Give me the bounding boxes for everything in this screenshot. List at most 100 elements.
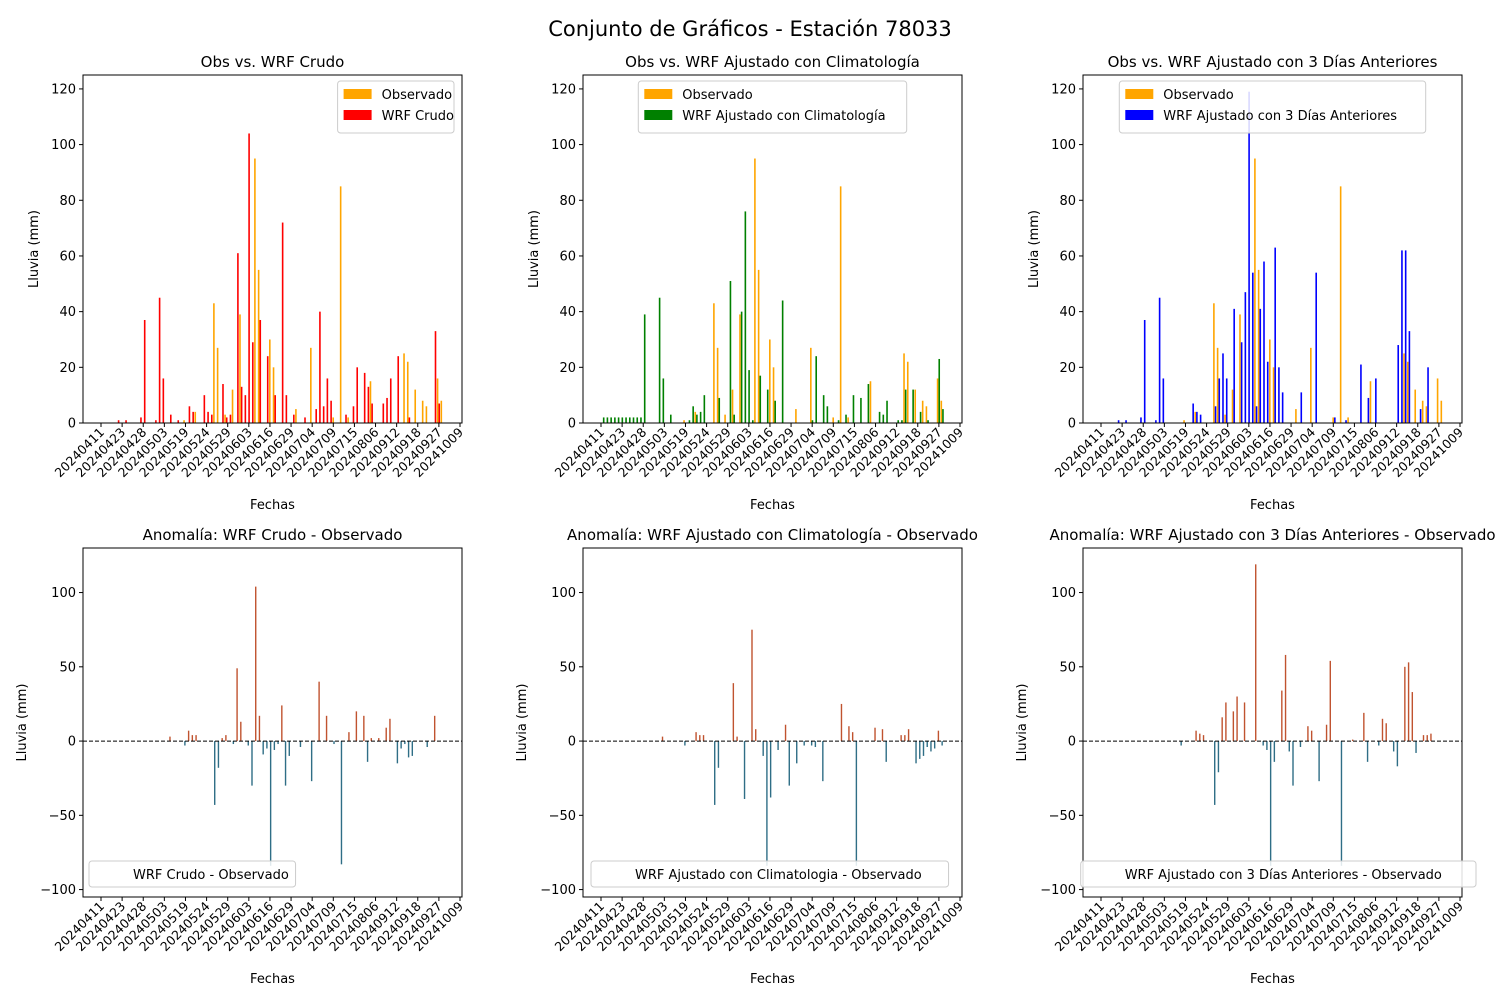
- bar-observado: [310, 347, 312, 423]
- y-axis-label: Lluvia (mm): [15, 684, 30, 762]
- y-axis-label: Lluvia (mm): [27, 210, 42, 288]
- y-tick-label: 120: [51, 82, 76, 97]
- bar-observado: [1231, 389, 1234, 423]
- bar-wrf-crudo: [140, 417, 142, 423]
- bar-anomalia: [762, 741, 764, 756]
- bar-anomalia: [702, 735, 705, 742]
- chart-obs-vs-wrf-crudo: Obs vs. WRF Crudo 0 20 40 60 80 100 120 Lluvia (…: [27, 53, 466, 513]
- bar-anomalia: [288, 741, 290, 756]
- bar-wrf-crudo: [240, 386, 243, 423]
- bar-wrf-ajustado-con-climatologia: [703, 395, 706, 423]
- bar-wrf-crudo: [386, 397, 388, 423]
- bar-anomalia: [255, 586, 257, 742]
- bar-observado: [440, 400, 443, 423]
- bar-observado: [903, 353, 905, 423]
- bar-wrf-ajustado-con-climatologia: [897, 420, 900, 423]
- bar-anomalia: [1363, 712, 1365, 742]
- bar-anomalia: [1225, 702, 1227, 742]
- bar-wrf-crudo: [222, 384, 224, 423]
- bar-observado: [421, 400, 424, 423]
- bar-wrf-ajustado-con-climatologia: [643, 314, 646, 423]
- bar-anomalia: [340, 741, 343, 865]
- bar-wrf-ajustado-con-3-dias-anteriores: [1117, 420, 1120, 423]
- y-tick-label: 50: [559, 660, 576, 675]
- bar-anomalia: [1385, 723, 1387, 742]
- bar-observado: [724, 414, 726, 423]
- bars-group: [1117, 91, 1443, 423]
- bar-wrf-ajustado-con-climatologia: [886, 400, 888, 423]
- bar-anomalia: [1396, 741, 1399, 767]
- bar-anomalia: [788, 741, 790, 786]
- y-tick-label: 80: [1059, 194, 1076, 209]
- bar-wrf-ajustado-con-climatologia: [815, 356, 817, 423]
- bar-wrf-ajustado-con-climatologia: [688, 420, 691, 423]
- bar-anomalia: [396, 741, 399, 764]
- bar-observado: [216, 347, 219, 423]
- bar-wrf-crudo: [274, 395, 276, 423]
- legend-swatch-wrf-ajustado-con-3-dias-anteriores: [1125, 110, 1154, 120]
- bar-wrf-crudo: [259, 319, 262, 423]
- bar-wrf-crudo: [207, 411, 209, 423]
- legend-label-wrf-ajustado-con-climatologia: WRF Ajustado con Climatología: [682, 109, 885, 124]
- y-tick-label: 20: [1059, 361, 1076, 376]
- bar-observado: [1194, 411, 1197, 423]
- chart-title: Obs vs. WRF Ajustado con 3 Días Anterior…: [1108, 53, 1438, 71]
- bar-wrf-ajustado-con-3-dias-anteriores: [1240, 342, 1243, 423]
- legend-box: [1080, 860, 1477, 888]
- bar-wrf-ajustado-con-3-dias-anteriores: [1274, 247, 1276, 423]
- bar-wrf-ajustado-con-3-dias-anteriores: [1300, 392, 1303, 423]
- bar-wrf-ajustado-con-climatologia: [766, 389, 769, 423]
- bar-wrf-ajustado-con-3-dias-anteriores: [1143, 319, 1146, 423]
- bar-observado: [269, 339, 271, 423]
- legend: Observado WRF Ajustado con Climatología: [637, 80, 908, 134]
- bar-wrf-ajustado-con-3-dias-anteriores: [1281, 392, 1284, 423]
- bar-anomalia: [277, 741, 279, 745]
- bar-wrf-ajustado-con-3-dias-anteriores: [1278, 367, 1280, 423]
- bar-anomalia: [281, 705, 283, 742]
- bar-observado: [769, 339, 771, 423]
- bar-anomalia: [732, 683, 735, 742]
- legend-label-observado: Observado: [682, 88, 753, 103]
- bar-anomalia: [814, 741, 817, 748]
- bar-anomalia: [348, 732, 350, 742]
- bar-observado: [403, 353, 405, 423]
- bar-anomalia: [1273, 741, 1276, 762]
- bar-anomalia: [366, 741, 369, 762]
- bar-wrf-crudo: [293, 414, 295, 423]
- bar-wrf-ajustado-con-climatologia: [718, 397, 721, 423]
- bar-observado: [713, 303, 715, 423]
- bar-wrf-crudo: [266, 356, 269, 423]
- bars-group: [661, 629, 943, 866]
- chart-obs-vs-wrf-3dias: Obs vs. WRF Ajustado con 3 Días Anterior…: [1027, 53, 1466, 513]
- chart-title: Anomalía: WRF Crudo - Observado: [143, 526, 403, 544]
- legend-label-wrf-ajustado-con-climatologia-observado: WRF Ajustado con Climatologia - Observad…: [635, 868, 922, 883]
- bar-observado: [716, 347, 719, 423]
- legend-box: [88, 860, 297, 888]
- bar-wrf-ajustado-con-climatologia: [837, 420, 840, 423]
- bar-observado: [731, 389, 734, 423]
- bar-wrf-ajustado-con-climatologia: [636, 417, 639, 423]
- bar-anomalia: [1407, 662, 1410, 742]
- figure-title: Conjunto de Gráficos - Estación 78033: [548, 17, 952, 41]
- bar-wrf-crudo: [389, 378, 392, 423]
- y-tick-label: 40: [559, 305, 576, 320]
- bar-observado: [1310, 347, 1312, 423]
- chart-title: Obs vs. WRF Crudo: [201, 53, 345, 71]
- bar-anomalia: [214, 741, 216, 805]
- bar-anomalia: [1415, 741, 1417, 753]
- bar-observado: [1440, 400, 1443, 423]
- bar-wrf-ajustado-con-climatologia: [942, 409, 944, 423]
- bar-wrf-ajustado-con-3-dias-anteriores: [1263, 261, 1265, 423]
- bar-wrf-ajustado-con-climatologia: [662, 378, 665, 423]
- bars-group: [602, 158, 944, 423]
- bar-wrf-crudo: [382, 403, 385, 423]
- bar-wrf-crudo: [203, 395, 206, 423]
- bar-anomalia: [258, 715, 261, 742]
- bar-anomalia: [266, 741, 268, 749]
- legend: WRF Ajustado con Climatologia - Observad…: [590, 860, 950, 888]
- bar-wrf-ajustado-con-climatologia: [752, 420, 754, 423]
- legend-label-wrf-crudo: WRF Crudo: [382, 109, 454, 124]
- bar-anomalia: [937, 730, 940, 742]
- bar-anomalia: [1221, 717, 1223, 742]
